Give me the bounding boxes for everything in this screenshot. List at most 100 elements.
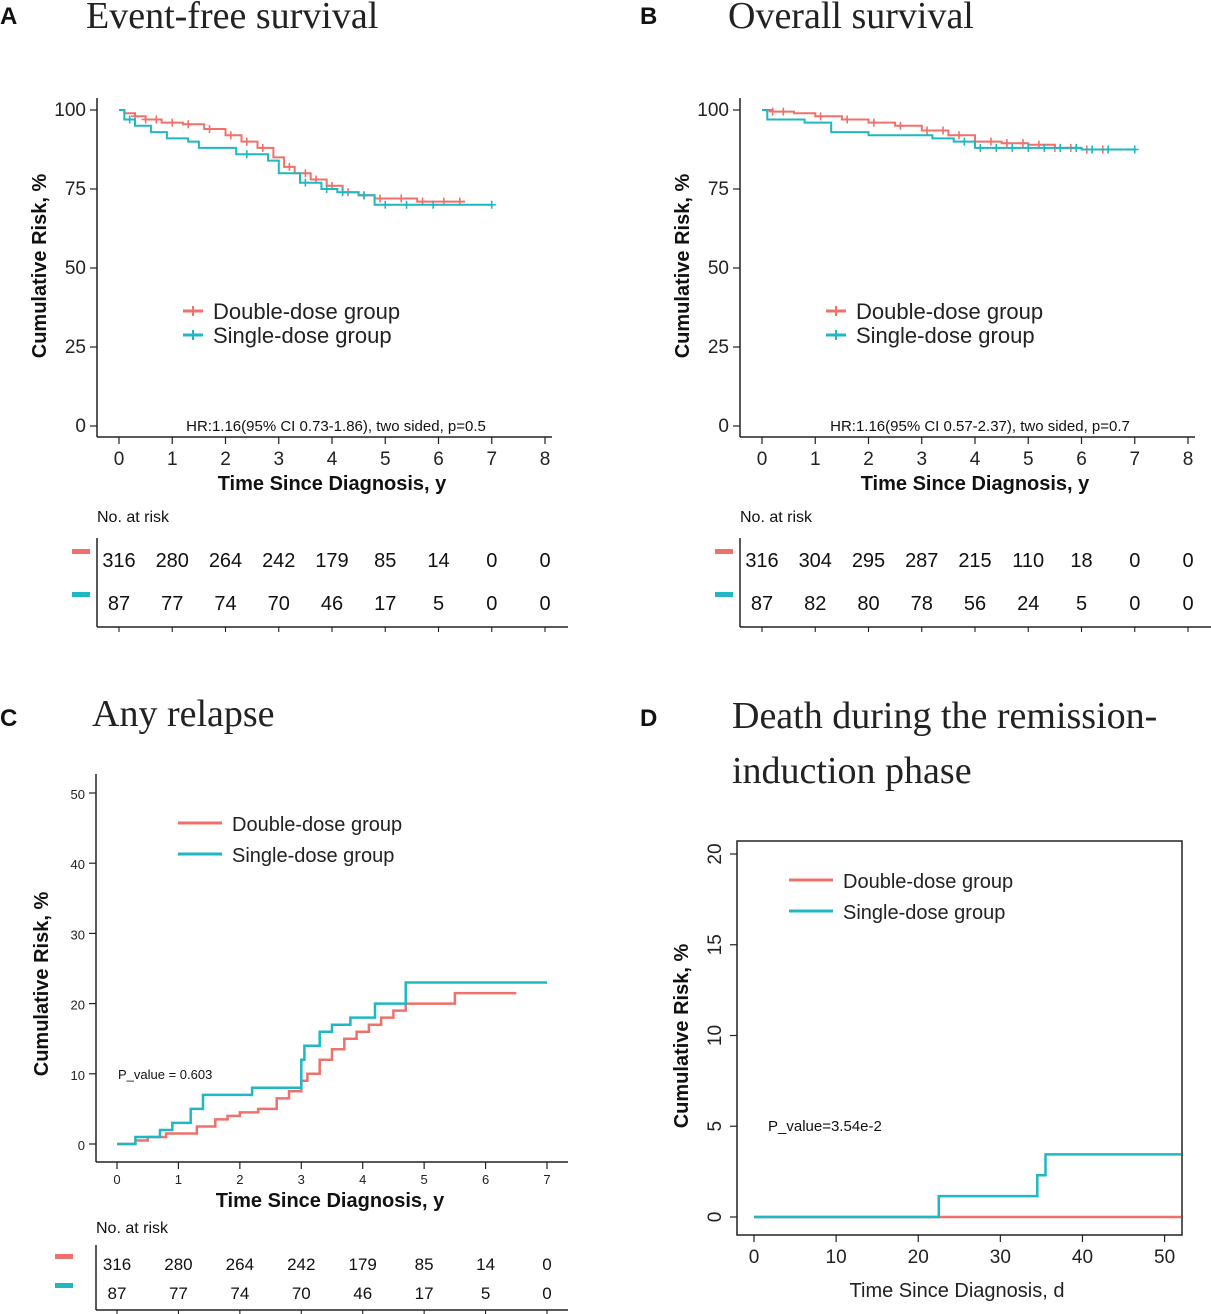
y-tick-label: 25: [708, 337, 729, 358]
censor-mark: [992, 143, 1001, 152]
x-tick-label: 40: [1072, 1247, 1093, 1268]
censor-mark: [960, 137, 969, 146]
risk-table-label: No. at risk: [97, 509, 170, 526]
censor-mark: [939, 126, 948, 135]
risk-count-double: 264: [226, 1255, 254, 1274]
risk-count-double: 0: [1182, 550, 1193, 572]
x-tick-label: 7: [543, 1172, 550, 1187]
panel-letter: B: [640, 3, 657, 30]
risk-count-double: 316: [102, 550, 135, 572]
risk-count-double: 0: [539, 550, 550, 572]
censor-mark: [359, 191, 368, 200]
statistics-annotation: HR:1.16(95% CI 0.73-1.86), two sided, p=…: [186, 418, 486, 435]
censor-mark: [168, 118, 177, 127]
risk-count-single: 0: [486, 593, 497, 615]
risk-count-double: 242: [287, 1255, 315, 1274]
risk-count-single: 5: [1076, 593, 1087, 615]
y-axis-title: Cumulative Risk, %: [31, 892, 53, 1077]
censor-mark: [226, 131, 235, 140]
censor-mark: [429, 200, 438, 209]
censor-mark: [141, 115, 150, 124]
x-tick-label: 3: [916, 449, 927, 470]
x-tick-label: 1: [175, 1172, 182, 1187]
risk-count-single: 77: [169, 1284, 188, 1303]
plot-frame: [736, 840, 1183, 1236]
censor-mark: [1088, 145, 1097, 154]
risk-count-double: 14: [476, 1255, 495, 1274]
censor-mark: [258, 143, 267, 152]
x-axis-title: Time Since Diagnosis, y: [216, 1190, 445, 1212]
risk-count-double: 179: [349, 1255, 377, 1274]
double-dose-curve: [762, 109, 1109, 151]
risk-row-swatch-single: [72, 592, 90, 597]
x-tick-label: 5: [1023, 449, 1034, 470]
risk-count-double: 18: [1070, 550, 1092, 572]
risk-table-label: No. at risk: [96, 1220, 169, 1237]
censor-mark: [375, 194, 384, 203]
x-tick-label: 8: [1183, 449, 1194, 470]
risk-count-double: 14: [427, 550, 449, 572]
risk-count-double: 242: [262, 550, 295, 572]
risk-row-swatch-double: [72, 549, 90, 554]
censor-mark: [285, 162, 294, 171]
risk-row-swatch-double: [55, 1254, 73, 1259]
x-tick-label: 30: [990, 1247, 1011, 1268]
censor-mark: [1018, 139, 1027, 148]
x-axis-title: Time Since Diagnosis, y: [218, 473, 447, 495]
statistics-annotation: HR:1.16(95% CI 0.57-2.37), two sided, p=…: [830, 418, 1130, 435]
y-tick-label: 0: [78, 1138, 85, 1153]
risk-count-single: 0: [539, 593, 550, 615]
panel-letter: C: [0, 705, 17, 732]
y-axis-title: Cumulative Risk, %: [671, 944, 693, 1129]
y-tick-label: 10: [71, 1068, 85, 1083]
risk-count-single: 78: [911, 593, 933, 615]
x-tick-label: 0: [113, 1172, 120, 1187]
y-tick-label: 50: [708, 258, 729, 279]
censor-mark: [242, 150, 251, 159]
x-tick-label: 6: [482, 1172, 489, 1187]
y-tick-label: 20: [705, 843, 726, 864]
censor-mark: [242, 137, 251, 146]
panel-d: D Death during the remission- induction …: [640, 695, 1183, 1302]
y-tick-label: 40: [71, 857, 85, 872]
y-tick-label: 5: [705, 1121, 726, 1132]
legend-label-double: Double-dose group: [213, 299, 400, 324]
censor-mark: [125, 115, 134, 124]
x-tick-label: 6: [433, 449, 444, 470]
y-tick-label: 30: [71, 927, 85, 942]
legend-label-single: Single-dose group: [843, 902, 1005, 924]
risk-count-single: 87: [108, 1284, 127, 1303]
risk-row-swatch-double: [715, 549, 733, 554]
legend-label-double: Double-dose group: [232, 814, 402, 836]
risk-count-double: 304: [799, 550, 832, 572]
censor-mark: [843, 115, 852, 124]
risk-count-single: 74: [230, 1284, 249, 1303]
risk-row-swatch-single: [715, 592, 733, 597]
risk-count-single: 80: [857, 593, 879, 615]
censor-mark: [205, 124, 214, 133]
x-tick-label: 3: [273, 449, 284, 470]
statistics-annotation: P_value = 0.603: [118, 1067, 212, 1082]
risk-count-single: 0: [1129, 593, 1140, 615]
x-tick-label: 2: [236, 1172, 243, 1187]
risk-count-single: 5: [481, 1284, 490, 1303]
y-tick-label: 0: [705, 1212, 726, 1223]
panel-title: Any relapse: [92, 693, 275, 735]
risk-count-double: 0: [486, 550, 497, 572]
risk-count-single: 0: [1182, 593, 1193, 615]
risk-count-double: 316: [745, 550, 778, 572]
y-tick-label: 0: [75, 416, 86, 437]
panel-title-line-1: Death during the remission-: [732, 695, 1157, 737]
censor-mark: [768, 107, 777, 116]
x-tick-label: 2: [220, 449, 231, 470]
double-dose-curve: [119, 109, 466, 203]
x-tick-label: 6: [1076, 449, 1087, 470]
risk-count-single: 70: [268, 593, 290, 615]
x-tick-label: 5: [380, 449, 391, 470]
risk-count-double: 316: [103, 1255, 131, 1274]
x-tick-label: 7: [1129, 449, 1140, 470]
risk-count-single: 70: [292, 1284, 311, 1303]
legend-label-double: Double-dose group: [843, 871, 1013, 893]
risk-count-double: 85: [374, 550, 396, 572]
